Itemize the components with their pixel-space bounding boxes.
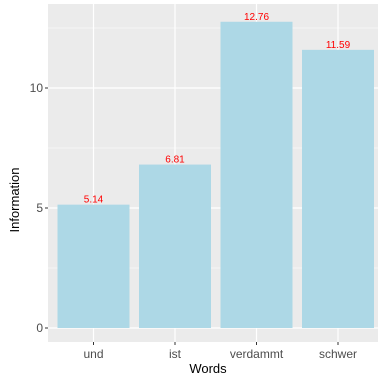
bar-schwer bbox=[302, 49, 374, 329]
x-axis-title: Words bbox=[189, 361, 227, 376]
bars bbox=[57, 21, 374, 329]
x-tick-label-verdammt: verdammt bbox=[230, 347, 284, 361]
data-label-und: 5.14 bbox=[84, 195, 104, 206]
data-label-ist: 6.81 bbox=[165, 155, 185, 166]
x-tick-label-ist: ist bbox=[169, 347, 182, 361]
data-labels: 5.14 6.81 12.76 11.59 bbox=[84, 12, 351, 206]
y-tick-label-0: 0 bbox=[36, 321, 43, 335]
bar-ist bbox=[139, 164, 211, 328]
y-axis-title: Information bbox=[7, 167, 22, 232]
x-tick-label-und: und bbox=[83, 347, 103, 361]
bar-verdammt bbox=[220, 21, 293, 328]
data-label-verdammt: 12.76 bbox=[244, 12, 269, 23]
x-axis-ticks: und ist verdammt schwer bbox=[83, 342, 357, 361]
y-axis-ticks: 0 5 10 bbox=[30, 81, 48, 335]
data-label-schwer: 11.59 bbox=[326, 40, 351, 51]
y-tick-label-5: 5 bbox=[36, 201, 43, 215]
x-tick-label-schwer: schwer bbox=[319, 347, 357, 361]
bar-und bbox=[57, 204, 130, 328]
y-tick-label-10: 10 bbox=[30, 81, 44, 95]
